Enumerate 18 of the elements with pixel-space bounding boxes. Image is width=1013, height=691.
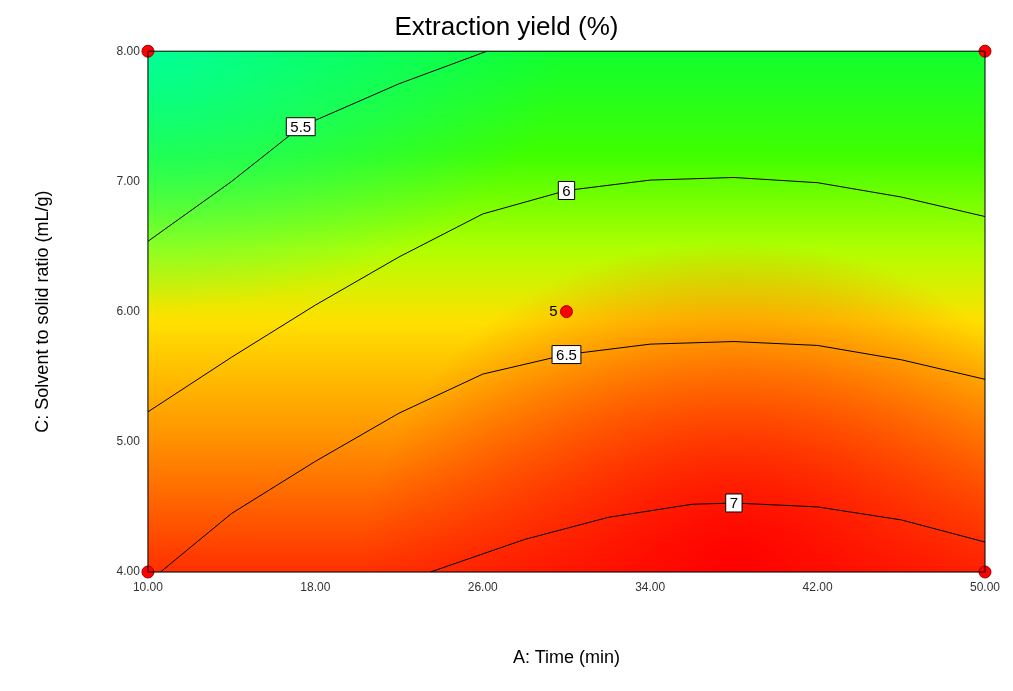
y-tick-label: 5.00: [116, 434, 141, 449]
y-axis-title: C: Solvent to solid ratio (mL/g): [31, 190, 52, 433]
series-label: 6: [562, 181, 571, 199]
y-tick-label: 4.00: [116, 564, 141, 579]
x-tick-label: 10.00: [132, 579, 164, 594]
x-tick-label: 42.00: [802, 579, 833, 594]
y-tick-label: 6.00: [116, 303, 141, 318]
y-tick-label: 8.00: [116, 43, 141, 58]
y-tick-label: 7.00: [116, 173, 141, 188]
x-tick-label: 26.00: [467, 579, 499, 594]
point: [559, 305, 573, 319]
x-tick-label: 50.00: [969, 579, 1001, 594]
x-tick-label: 34.00: [635, 579, 666, 594]
x-axis-title: A: Time (min): [512, 647, 620, 668]
annotation: 5: [549, 301, 558, 319]
series-label: 7: [729, 494, 739, 512]
chart-title: Extraction yield (%): [394, 10, 619, 41]
x-tick-label: 18.00: [300, 579, 331, 594]
